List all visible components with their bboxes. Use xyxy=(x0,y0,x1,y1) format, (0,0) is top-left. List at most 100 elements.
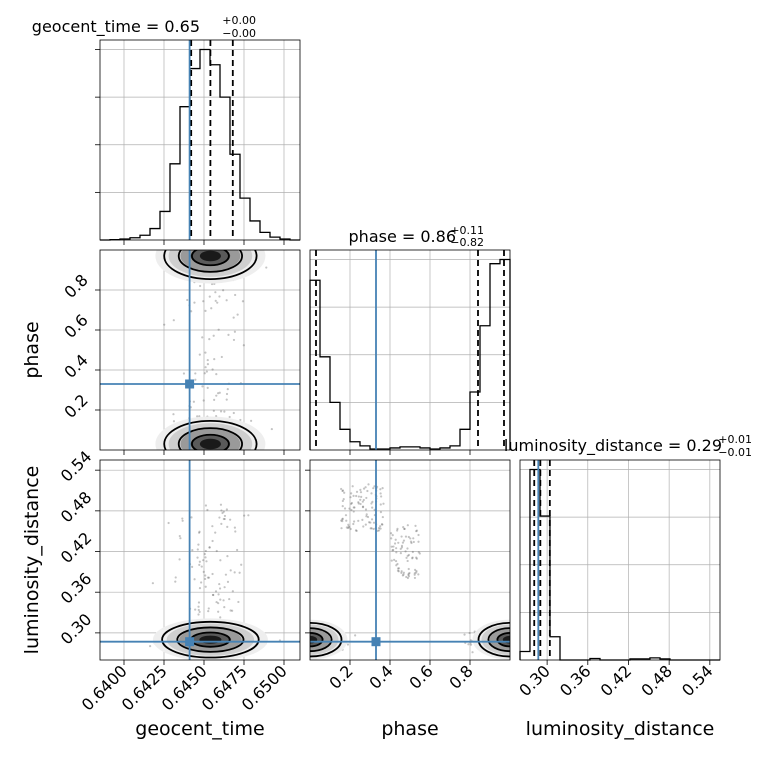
phase-geocent-high-density-4 xyxy=(199,250,221,262)
distance-phase-point xyxy=(341,489,345,492)
distance-phase-point xyxy=(357,502,360,505)
distance-geocent-point xyxy=(193,578,196,581)
truth-marker-0-2 xyxy=(185,637,195,647)
distance-phase-point xyxy=(359,488,362,491)
distance-geocent-point xyxy=(247,514,250,517)
distance-phase-point xyxy=(407,567,410,571)
distance-phase-point xyxy=(417,573,420,576)
distance-phase-point xyxy=(415,557,418,560)
distance-phase-point xyxy=(343,507,347,510)
phase-geocent-point xyxy=(225,398,228,401)
distance-phase-point xyxy=(350,492,353,495)
phase-geocent-high-contour-0 xyxy=(163,250,258,280)
phase-geocent-point xyxy=(228,415,231,419)
distance-phase-point xyxy=(413,576,417,580)
phase-geocent-point xyxy=(241,300,245,303)
phase-geocent-point xyxy=(227,333,230,337)
distance-phase-point xyxy=(355,494,358,498)
y-axis-label-phase: phase xyxy=(21,321,43,378)
distance-phase-point xyxy=(399,547,402,551)
distance-phase-point xyxy=(406,576,410,580)
distance-geocent-point xyxy=(214,590,218,593)
distance-phase-point xyxy=(392,545,395,548)
phase-title: phase = 0.86 xyxy=(349,227,456,246)
distance-geocent-point xyxy=(206,576,210,579)
phase-geocent-point xyxy=(214,299,217,302)
distance-phase-point xyxy=(340,519,343,522)
distance-phase-point xyxy=(463,633,466,636)
distance-phase-point xyxy=(365,496,368,500)
distance-geocent-point xyxy=(221,511,224,515)
distance-phase-point xyxy=(415,571,418,574)
phase-geocent-point xyxy=(234,293,237,297)
geocent-time-title-down: −0.00 xyxy=(222,27,256,40)
distance-phase-point xyxy=(362,487,366,490)
distance-phase-point xyxy=(400,571,403,574)
distance-phase-point xyxy=(350,501,353,505)
distance-phase-point xyxy=(344,514,348,517)
distance-geocent-point xyxy=(204,574,207,577)
distance-phase-point xyxy=(404,550,407,553)
distance-phase-point xyxy=(469,643,473,646)
geocent-time-histogram-panel: geocent_time = 0.65 +0.00 −0.00 xyxy=(32,14,301,241)
phase-geocent-point xyxy=(194,378,197,381)
distance-phase-point xyxy=(417,540,420,543)
y-tick-label-2-4: 0.54 xyxy=(57,447,96,486)
distance-geocent-point xyxy=(197,601,201,604)
distance-phase-point xyxy=(371,500,374,503)
phase-geocent-point xyxy=(214,291,217,294)
distance-phase-point xyxy=(405,575,408,579)
distance-geocent-point xyxy=(233,571,236,574)
phase-geocent-point xyxy=(204,351,207,354)
distance-geocent-point xyxy=(212,593,215,597)
distance-phase-point xyxy=(364,486,367,489)
phase-geocent-point xyxy=(194,372,197,375)
phase-histogram xyxy=(309,258,511,450)
distance-phase-point xyxy=(366,515,370,519)
phase-geocent-point xyxy=(250,419,253,422)
distance-phase-point xyxy=(361,506,365,509)
distance-phase-point xyxy=(360,495,363,498)
distance-phase-point xyxy=(395,564,398,567)
distance-phase-low-contour-1 xyxy=(310,627,333,653)
distance-phase-point xyxy=(394,538,397,541)
phase-geocent-point xyxy=(265,266,268,269)
x-tick-label-2-1: 0.36 xyxy=(556,661,595,700)
distance-phase-point xyxy=(359,491,363,494)
distance-phase-point xyxy=(341,504,344,508)
distance-phase-point xyxy=(403,527,406,531)
phase-geocent-point xyxy=(212,334,215,337)
distance-phase-point xyxy=(361,500,364,503)
distance-phase-point xyxy=(343,491,346,494)
phase-histogram-panel xyxy=(309,249,511,451)
distance-phase-point xyxy=(390,537,393,540)
distance-phase-point xyxy=(342,498,345,501)
distance-phase-point xyxy=(406,554,409,557)
distance-geocent-point xyxy=(198,610,201,613)
distance-geocent-point xyxy=(197,608,200,612)
phase-vs-geocent-time-frame xyxy=(99,249,301,451)
distance-phase-point xyxy=(395,547,398,550)
phase-geocent-point xyxy=(182,372,186,375)
distance-phase-low-contour-0 xyxy=(310,621,343,658)
phase-geocent-point xyxy=(208,295,211,298)
distance-geocent-point xyxy=(197,613,200,616)
distance-phase-point xyxy=(396,567,400,570)
phase-geocent-point xyxy=(208,338,211,341)
distance-phase-point xyxy=(402,573,405,576)
phase-title-down: −0.82 xyxy=(450,236,484,249)
distance-phase-point xyxy=(350,502,353,505)
distance-geocent-contour-1 xyxy=(176,626,245,653)
truth-marker-0-1 xyxy=(185,379,195,389)
distance-geocent-point xyxy=(196,556,199,559)
distance-histogram-frame xyxy=(519,459,721,661)
distance-geocent-point xyxy=(215,600,218,604)
phase-geocent-point xyxy=(219,410,223,413)
distance-phase-point xyxy=(359,502,362,506)
distance-geocent-point xyxy=(219,559,222,562)
distance-phase-point xyxy=(414,524,417,527)
distance-phase-point xyxy=(418,552,421,555)
distance-geocent-point xyxy=(233,526,236,529)
distance-phase-point xyxy=(355,529,358,532)
distance-phase-point xyxy=(407,553,410,557)
